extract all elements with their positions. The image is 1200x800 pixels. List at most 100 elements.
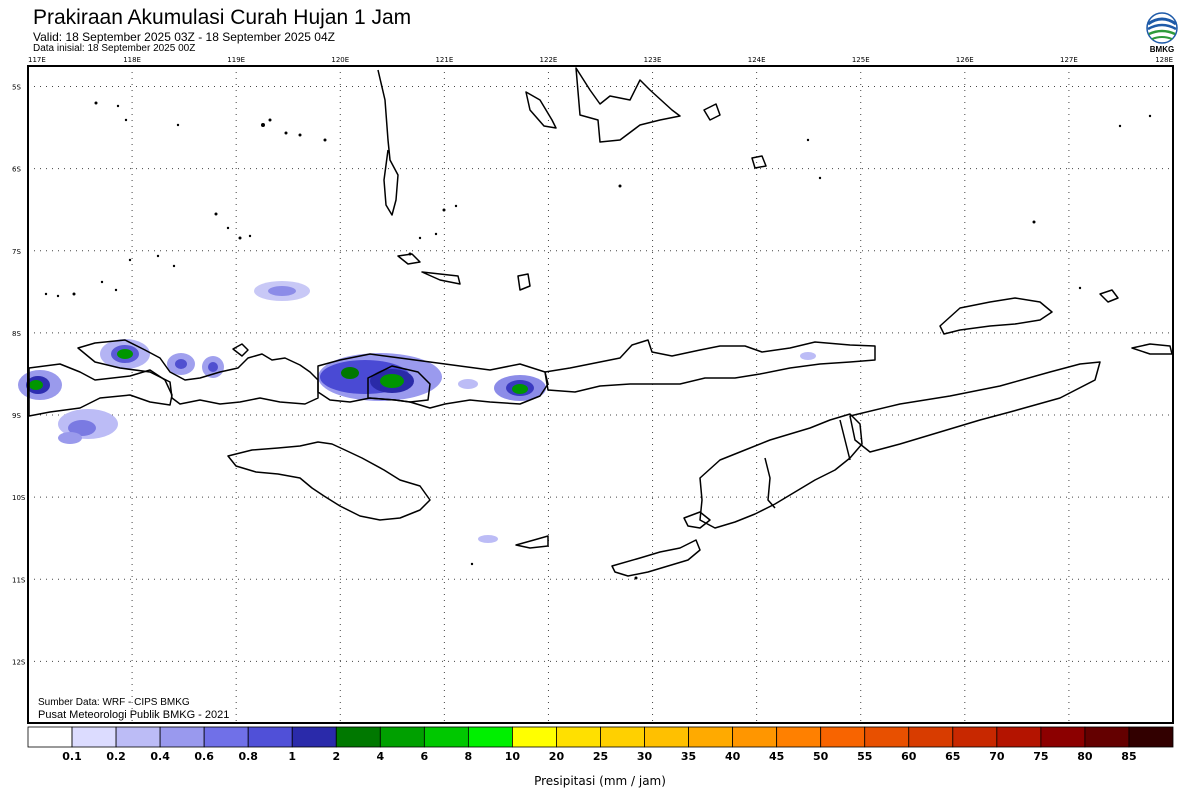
rain-cell bbox=[117, 349, 133, 359]
island-timor-west bbox=[699, 413, 863, 529]
colorbar-swatch bbox=[556, 726, 601, 748]
colorbar-tick-label: 2 bbox=[332, 750, 341, 763]
rain-cell bbox=[512, 384, 528, 394]
precipitation-colorbar bbox=[27, 726, 1174, 748]
rain-cell bbox=[29, 380, 43, 390]
flores-inner bbox=[367, 365, 431, 403]
small-islands bbox=[44, 101, 1152, 580]
island-raijua bbox=[515, 535, 549, 549]
island-flores-west bbox=[317, 353, 549, 409]
lat-tick-label: 10S bbox=[12, 494, 26, 502]
colorbar-tick-label: 20 bbox=[548, 750, 565, 763]
colorbar-swatch bbox=[864, 726, 910, 748]
rain-cell bbox=[68, 420, 96, 436]
colorbar-swatch bbox=[644, 726, 689, 748]
colorbar-tick-label: 40 bbox=[724, 750, 741, 763]
colorbar-tick-label: 0.8 bbox=[238, 750, 258, 763]
colorbar-tick-label: 35 bbox=[680, 750, 697, 763]
lat-tick-label: 8S bbox=[12, 330, 21, 338]
organization-credit: Pusat Meteorologi Publik BMKG - 2021 bbox=[38, 709, 230, 721]
lat-tick-label: 5S bbox=[12, 84, 21, 92]
island-rote bbox=[683, 511, 711, 529]
rain-cell bbox=[458, 379, 478, 389]
colorbar-tick-label: 50 bbox=[813, 750, 829, 763]
colorbar-swatch bbox=[1040, 726, 1086, 748]
island-wakatobi bbox=[703, 103, 721, 121]
colorbar-swatch bbox=[908, 726, 954, 748]
lon-tick-label: 122E bbox=[540, 56, 558, 64]
lon-tick-label: 123E bbox=[644, 56, 662, 64]
bmkg-logo-text: BMKG bbox=[1149, 45, 1175, 54]
colorbar-tick-label: 10 bbox=[504, 750, 521, 763]
rain-cell bbox=[268, 286, 296, 296]
map-frame bbox=[27, 65, 1174, 724]
lon-tick-label: 121E bbox=[435, 56, 453, 64]
colorbar-tick-label: 30 bbox=[636, 750, 653, 763]
island-buton bbox=[525, 91, 557, 129]
colorbar-tick-label: 45 bbox=[768, 750, 785, 763]
island-kalao bbox=[397, 253, 421, 265]
colorbar-swatch bbox=[379, 726, 425, 748]
colorbar-tick-label: 4 bbox=[376, 750, 385, 763]
lon-tick-label: 117E bbox=[28, 56, 46, 64]
rain-cell bbox=[341, 367, 359, 379]
lat-tick-label: 12S bbox=[12, 658, 26, 666]
colorbar-swatch bbox=[952, 726, 998, 748]
colorbar-tick-label: 0.1 bbox=[62, 750, 82, 763]
colorbar-tick-label: 65 bbox=[945, 750, 961, 763]
island-kisar bbox=[1099, 289, 1119, 303]
lon-tick-label: 118E bbox=[123, 56, 141, 64]
colorbar-swatch bbox=[115, 726, 161, 748]
colorbar-tick-label: 25 bbox=[592, 750, 609, 763]
island-selayar bbox=[421, 271, 461, 285]
lon-tick-label: 128E bbox=[1155, 56, 1173, 64]
lon-tick-label: 125E bbox=[852, 56, 870, 64]
rain-cell bbox=[58, 432, 82, 444]
timor-border bbox=[764, 457, 776, 509]
island-sumba bbox=[227, 441, 431, 521]
rain-cell bbox=[478, 535, 498, 543]
colorbar-tick-label: 0.2 bbox=[106, 750, 126, 763]
initial-data: Data inisial: 18 September 2025 00Z bbox=[33, 43, 196, 54]
island-alor bbox=[1131, 343, 1173, 355]
island-wetar bbox=[939, 297, 1053, 335]
lat-tick-label: 6S bbox=[12, 166, 21, 174]
colorbar-swatch bbox=[600, 726, 645, 748]
colorbar-tick-label: 60 bbox=[901, 750, 917, 763]
colorbar-tick-label: 1 bbox=[288, 750, 297, 763]
bmkg-logo-icon bbox=[1146, 12, 1178, 44]
island-timor bbox=[849, 361, 1101, 453]
colorbar-swatch bbox=[335, 726, 381, 748]
graticule bbox=[28, 66, 1173, 723]
colorbar-swatch bbox=[1128, 726, 1174, 748]
island-sulawesi-south bbox=[377, 69, 399, 216]
lon-tick-label: 127E bbox=[1060, 56, 1078, 64]
colorbar-tick-label: 75 bbox=[1033, 750, 1049, 763]
island-sumbawa-west bbox=[28, 363, 173, 417]
island-sawu bbox=[611, 539, 701, 577]
colorbar-tick-label: 0.6 bbox=[194, 750, 214, 763]
lon-tick-label: 124E bbox=[748, 56, 766, 64]
colorbar-swatch bbox=[512, 726, 557, 748]
colorbar-swatch bbox=[423, 726, 469, 748]
rain-cell bbox=[800, 352, 816, 360]
map-title: Prakiraan Akumulasi Curah Hujan 1 Jam bbox=[33, 6, 412, 29]
lat-tick-label: 11S bbox=[12, 576, 26, 584]
lon-tick-label: 119E bbox=[227, 56, 245, 64]
colorbar-tick-label: 8 bbox=[464, 750, 473, 763]
latitude-labels: 5S 6S 7S 8S 9S 10S 11S 12S bbox=[12, 84, 26, 667]
colorbar-swatch bbox=[467, 726, 513, 748]
colorbar-swatch bbox=[732, 726, 778, 748]
colorbar-swatch bbox=[996, 726, 1042, 748]
colorbar-swatch bbox=[820, 726, 866, 748]
colorbar-swatch bbox=[247, 726, 293, 748]
precipitation-areas bbox=[18, 281, 816, 543]
data-source: Sumber Data: WRF - CIPS BMKG bbox=[38, 697, 190, 708]
coastlines bbox=[28, 67, 1173, 577]
colorbar-title: Presipitasi (mm / jam) bbox=[534, 774, 666, 788]
colorbar-swatch bbox=[688, 726, 734, 748]
colorbar-swatch bbox=[776, 726, 822, 748]
colorbar-tick-label: 0.4 bbox=[150, 750, 170, 763]
colorbar-tick-label: 6 bbox=[420, 750, 429, 763]
